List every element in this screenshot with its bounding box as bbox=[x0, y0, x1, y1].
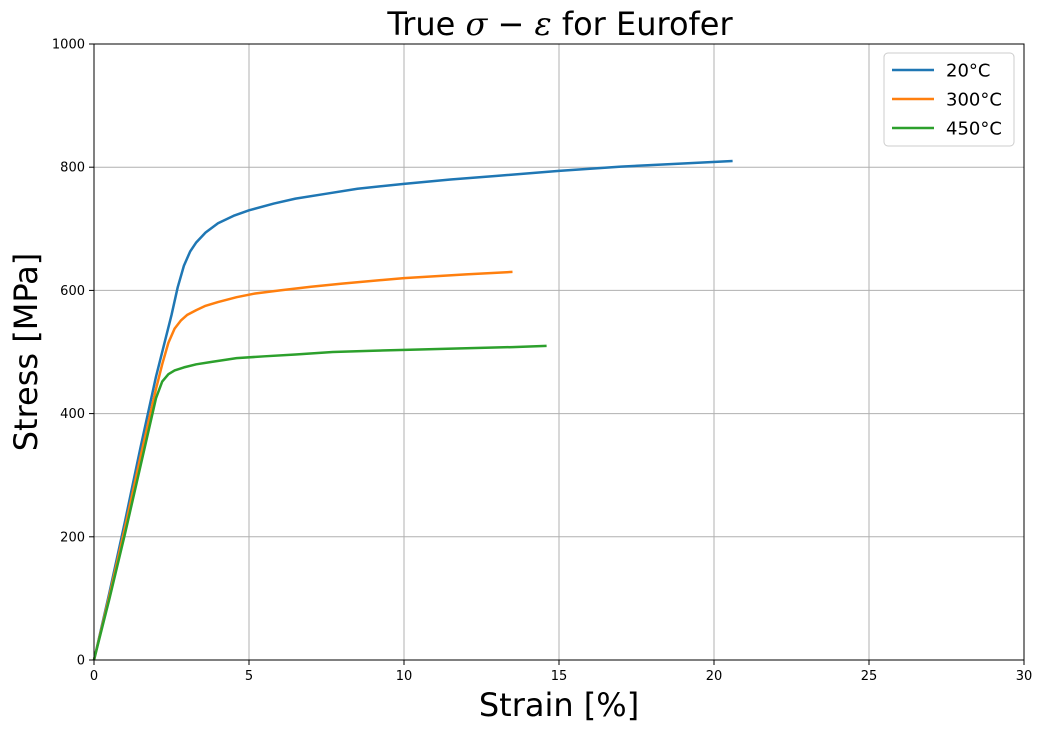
legend-label-2: 450°C bbox=[946, 119, 1002, 140]
series-line-2 bbox=[92, 344, 547, 661]
y-axis-label: Stress [MPa] bbox=[7, 253, 45, 452]
legend-label-0: 20°C bbox=[946, 61, 990, 82]
x-tick-label: 30 bbox=[1016, 669, 1033, 684]
series-lines bbox=[92, 159, 733, 661]
y-tick-label: 800 bbox=[60, 161, 85, 176]
chart-title-sigma: σ bbox=[465, 5, 488, 43]
x-tick-label: 5 bbox=[245, 669, 253, 684]
axis-ticks: 0 5 10 15 20 25 30 0 200 400 600 800 1000 bbox=[52, 38, 1032, 685]
legend: 20°C 300°C 450°C bbox=[883, 52, 1015, 147]
x-tick-label: 10 bbox=[396, 669, 413, 684]
y-tick-label: 1000 bbox=[52, 38, 85, 53]
chart-title: True σ − ε for Eurofer bbox=[386, 5, 733, 43]
y-tick-label: 400 bbox=[60, 407, 85, 422]
x-tick-label: 25 bbox=[861, 669, 878, 684]
legend-label-1: 300°C bbox=[946, 90, 1002, 111]
series-line-0 bbox=[92, 159, 733, 661]
chart-title-epsilon: ε bbox=[534, 5, 551, 43]
y-tick-label: 600 bbox=[60, 284, 85, 299]
series-line-1 bbox=[92, 270, 513, 661]
x-tick-label: 15 bbox=[551, 669, 568, 684]
x-tick-label: 0 bbox=[90, 669, 98, 684]
chart-title-operator: − bbox=[487, 5, 534, 43]
chart-title-suffix: for Eurofer bbox=[552, 5, 734, 43]
x-tick-label: 20 bbox=[706, 669, 723, 684]
x-axis-label: Strain [%] bbox=[479, 686, 639, 724]
y-tick-label: 0 bbox=[77, 654, 85, 669]
legend-box bbox=[883, 52, 1015, 147]
y-tick-label: 200 bbox=[60, 530, 85, 545]
chart-title-prefix: True bbox=[386, 5, 465, 43]
